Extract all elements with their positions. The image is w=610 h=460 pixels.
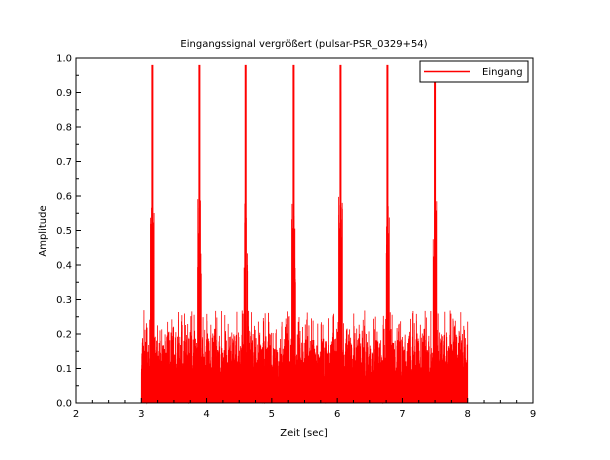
- y-axis: 0.0 0.1 0.2 0.3 0.4 0.5 0.6 0.7 0.8 0.9 1.0: [56, 54, 81, 410]
- y-tick-label: 0.8: [56, 123, 72, 134]
- x-tick-label: 9: [530, 409, 536, 420]
- y-tick-label: 0.5: [56, 226, 72, 237]
- y-tick-label: 0.0: [56, 399, 72, 410]
- x-axis-label: Zeit [sec]: [280, 428, 328, 439]
- legend-label-eingang: Eingang: [482, 67, 523, 78]
- y-tick-label: 0.1: [56, 364, 72, 375]
- x-tick-label: 8: [465, 409, 471, 420]
- y-tick-label: 0.3: [56, 295, 72, 306]
- x-axis: 2 3 4 5 6 7 8 9: [73, 398, 536, 420]
- y-tick-label: 0.4: [56, 261, 72, 272]
- x-tick-label: 7: [399, 409, 405, 420]
- y-tick-label: 0.2: [56, 330, 72, 341]
- x-tick-label: 5: [269, 409, 275, 420]
- legend-box: [419, 60, 529, 83]
- y-axis-label: Amplitude: [38, 205, 49, 256]
- signal-series-eingang: [140, 64, 469, 405]
- chart-title: Eingangssignal vergrößert (pulsar-PSR_03…: [180, 39, 427, 50]
- y-tick-label: 0.7: [56, 157, 72, 168]
- y-tick-label: 0.9: [56, 88, 72, 99]
- x-tick-label: 2: [73, 409, 79, 420]
- y-tick-label: 0.6: [56, 192, 72, 203]
- legend: Eingang: [419, 60, 529, 83]
- x-tick-label: 4: [203, 409, 209, 420]
- x-tick-label: 6: [334, 409, 340, 420]
- x-tick-label: 3: [138, 409, 144, 420]
- y-tick-label: 1.0: [56, 54, 72, 65]
- signal-trace: [140, 65, 469, 405]
